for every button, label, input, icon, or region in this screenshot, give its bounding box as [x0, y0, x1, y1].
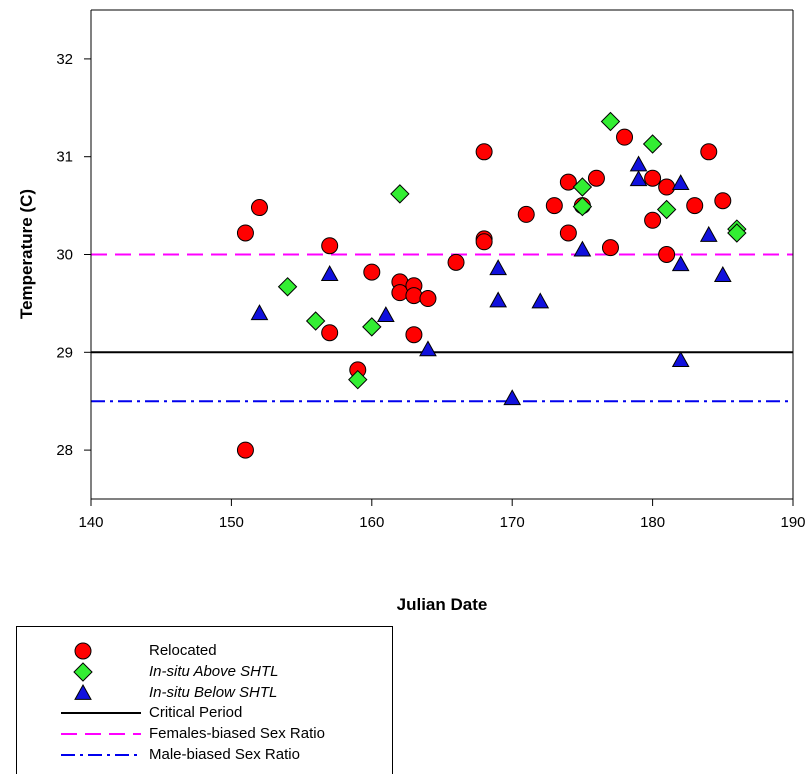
- in-situ-below-shtl-point: [671, 351, 690, 368]
- in-situ-above-shtl-point: [572, 177, 593, 197]
- x-tick-label: 190: [780, 514, 805, 531]
- relocated-point: [321, 324, 339, 342]
- in-situ-below-shtl-point: [376, 306, 395, 323]
- x-tick-label: 140: [78, 514, 103, 531]
- relocated-point: [391, 284, 409, 302]
- y-tick-label: 30: [56, 247, 73, 264]
- relocated-point: [686, 197, 704, 215]
- relocated-point: [475, 143, 493, 161]
- in-situ-below-shtl-point: [419, 340, 437, 357]
- relocated-point: [559, 224, 577, 242]
- reference-lines: [91, 253, 793, 403]
- legend-marker-triangle: [74, 683, 92, 700]
- relocated-point: [447, 253, 465, 271]
- legend-symbol-diamond: [73, 662, 93, 682]
- x-axis-title: Julian Date: [397, 595, 488, 614]
- relocated-point: [700, 143, 718, 161]
- legend-label: Relocated: [149, 642, 217, 659]
- data-markers: [236, 111, 747, 459]
- relocated-point: [250, 199, 268, 217]
- legend-label: In-situ Below SHTL: [149, 683, 278, 701]
- legend-item: In-situ Above SHTL: [17, 662, 392, 682]
- in-situ-above-shtl-point: [305, 311, 326, 331]
- relocated-point: [601, 239, 619, 257]
- in-situ-below-shtl-point: [320, 265, 339, 281]
- legend: Relocated In-situ Above SHTL In-situ Below…: [16, 626, 393, 774]
- relocated-point: [419, 290, 437, 308]
- y-tick-label: 31: [56, 149, 73, 166]
- in-situ-above-shtl-point: [390, 184, 410, 204]
- legend-label: In-situ Above SHTL: [149, 662, 279, 680]
- x-tick-label: 150: [219, 514, 244, 531]
- x-axis: 140 150 160 170 180 190: [78, 499, 806, 531]
- relocated-point: [616, 128, 634, 146]
- in-situ-below-shtl-point: [573, 240, 592, 257]
- relocated-point: [517, 205, 535, 223]
- in-situ-below-shtl-point: [671, 174, 690, 191]
- in-situ-below-shtl-point: [699, 225, 718, 242]
- legend-symbol-triangle: [74, 683, 92, 700]
- legend-symbol-circle: [74, 642, 92, 660]
- in-situ-below-shtl-point: [629, 155, 648, 172]
- in-situ-below-shtl-point: [713, 266, 732, 282]
- legend-item: In-situ Below SHTL: [17, 683, 392, 703]
- in-situ-above-shtl-point: [348, 369, 368, 390]
- in-situ-below-shtl-point: [250, 304, 269, 321]
- relocated-point: [363, 263, 381, 281]
- relocated-point: [236, 441, 254, 459]
- legend-label: Females-biased Sex Ratio: [149, 725, 325, 743]
- relocated-point: [658, 178, 676, 196]
- scatter-chart: 140 150 160 170 180 190 28 29 30 31 32 Julian Dat…: [17, 9, 806, 614]
- in-situ-above-shtl-point: [600, 111, 621, 132]
- legend-item: Critical Period: [17, 703, 392, 723]
- relocated-point: [644, 169, 662, 187]
- in-situ-below-shtl-point: [489, 259, 508, 276]
- in-situ-below-shtl-point: [671, 255, 690, 272]
- in-situ-above-shtl-point: [656, 199, 677, 220]
- in-situ-below-shtl-point: [629, 170, 648, 187]
- legend-marker-circle: [74, 642, 92, 660]
- in-situ-above-shtl-point: [642, 134, 663, 154]
- legend-label: Critical Period: [149, 704, 243, 722]
- y-tick-label: 32: [56, 51, 73, 68]
- in-situ-above-shtl-point: [362, 317, 382, 337]
- relocated-point: [559, 173, 577, 191]
- in-situ-below-shtl-point: [531, 292, 550, 309]
- y-tick-label: 29: [56, 344, 73, 361]
- legend-item: Relocated: [17, 641, 392, 661]
- x-tick-label: 180: [640, 514, 665, 531]
- in-situ-above-shtl-point: [727, 223, 747, 243]
- legend-symbol-dashdot-line: [61, 754, 141, 756]
- y-tick-label: 28: [56, 442, 73, 459]
- y-axis-title: Temperature (C): [17, 189, 36, 319]
- relocated-point: [644, 211, 662, 229]
- legend-symbol-solid-line: [61, 712, 141, 715]
- relocated-point: [475, 233, 493, 251]
- relocated-point: [587, 169, 605, 187]
- relocated-point: [321, 237, 339, 255]
- relocated-point: [658, 246, 676, 263]
- relocated-point: [714, 192, 732, 210]
- relocated-point: [236, 224, 254, 242]
- legend-symbol-dashed-line: [61, 733, 141, 736]
- relocated-point: [405, 287, 423, 305]
- legend-item: Male-biased Sex Ratio: [17, 745, 392, 765]
- x-tick-label: 160: [359, 514, 384, 531]
- legend-label: Male-biased Sex Ratio: [149, 746, 300, 763]
- x-tick-label: 170: [500, 514, 525, 531]
- in-situ-above-shtl-point: [572, 196, 593, 217]
- relocated-point: [545, 197, 563, 215]
- in-situ-below-shtl-point: [503, 389, 522, 406]
- y-axis: 28 29 30 31 32: [56, 51, 91, 459]
- legend-marker-diamond: [73, 662, 93, 682]
- legend-item: Females-biased Sex Ratio: [17, 724, 392, 744]
- in-situ-above-shtl-point: [277, 277, 298, 297]
- in-situ-below-shtl-point: [489, 291, 508, 308]
- relocated-point: [405, 326, 423, 344]
